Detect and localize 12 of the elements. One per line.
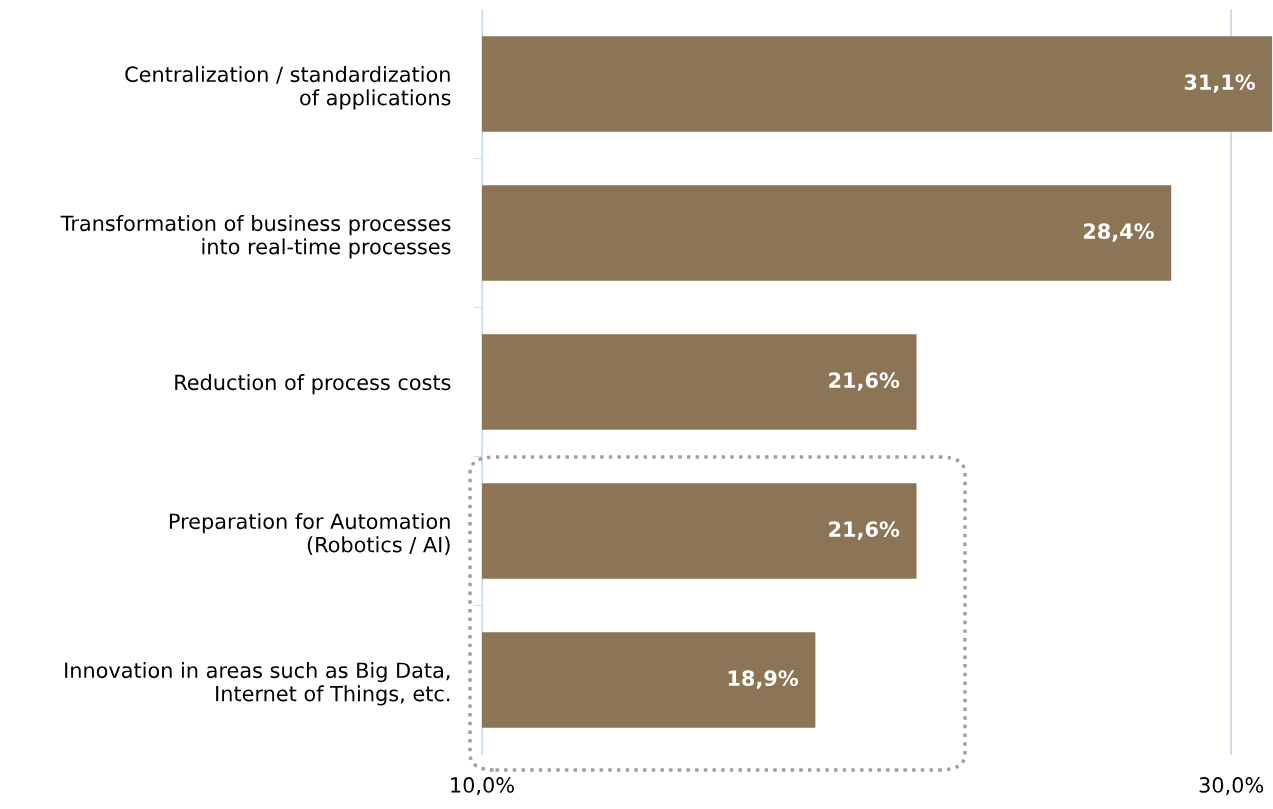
data-label: 21,6%: [829, 372, 900, 391]
data-label: 31,1%: [1184, 74, 1256, 93]
x-tick-label: 30,0%: [1199, 777, 1264, 795]
x-tick-label: 10,0%: [451, 777, 514, 795]
y-tick-label: Reduction of process costs: [175, 374, 451, 395]
data-label: 18,9%: [728, 670, 799, 689]
data-label: 21,6%: [829, 521, 900, 540]
y-tick-label: Innovation in areas such as Big Data, Internet of Things, etc.: [65, 662, 450, 706]
y-tick-label: Preparation for Automation (Robotics / AI): [169, 513, 450, 555]
data-label: 28,4%: [1083, 223, 1154, 242]
y-tick-label: Transformation of business processes into real-time processes: [60, 215, 451, 259]
y-tick-label: Centralization / standardization of applications: [125, 66, 451, 110]
